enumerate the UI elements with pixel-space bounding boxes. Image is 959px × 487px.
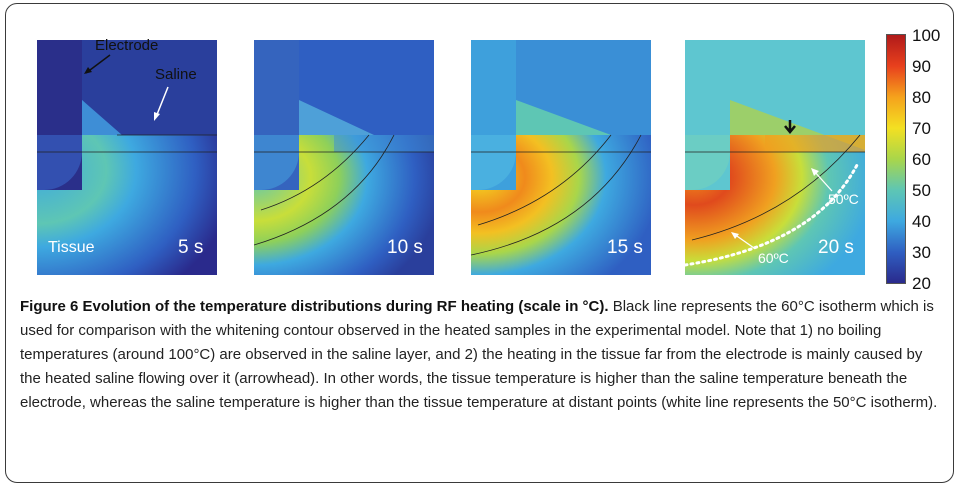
colorbar-tick: 40 — [912, 212, 931, 231]
temperature-colorbar — [886, 34, 906, 284]
electrode-label: Electrode — [95, 37, 159, 54]
simulation-panel-20s — [685, 40, 865, 275]
isotherm-50-label: 50ºC — [828, 191, 859, 207]
time-label-5s: 5 s — [178, 237, 204, 258]
colorbar-tick: 20 — [912, 274, 931, 293]
colorbar-tick: 80 — [912, 88, 931, 107]
colorbar-tick: 100 — [912, 26, 941, 45]
simulation-panel-5s — [37, 40, 217, 275]
simulation-panel-10s — [254, 40, 434, 275]
isotherm-50-arrow-icon — [811, 168, 833, 192]
saline-label: Saline — [155, 66, 197, 83]
colorbar-tick: 90 — [912, 57, 931, 76]
caption-title: Figure 6 Evolution of the temperature di… — [20, 298, 609, 315]
simulation-panel-15s — [471, 40, 651, 275]
colorbar-tick: 50 — [912, 181, 931, 200]
colorbar-tick: 70 — [912, 119, 931, 138]
isotherm-60-arrow-icon — [731, 232, 755, 249]
figure-caption: Figure 6 Evolution of the temperature di… — [20, 295, 945, 415]
time-label-15s: 15 s — [607, 237, 643, 258]
time-label-20s: 20 s — [818, 237, 854, 258]
colorbar-tick: 30 — [912, 243, 931, 262]
caption-body: Black line represents the 60°C isotherm … — [20, 298, 938, 411]
electrode-arrow-icon — [84, 54, 111, 74]
time-label-10s: 10 s — [387, 237, 423, 258]
isotherm-60-label: 60ºC — [758, 250, 789, 266]
saline-arrow-icon — [154, 86, 169, 121]
colorbar-tick: 60 — [912, 150, 931, 169]
tissue-label: Tissue — [48, 239, 95, 256]
